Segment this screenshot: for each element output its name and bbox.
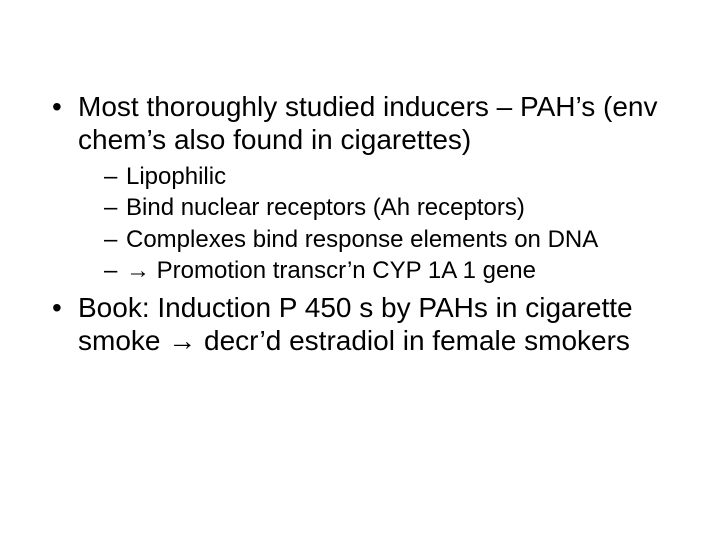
bullet-list-level2: Lipophilic Bind nuclear receptors (Ah re… xyxy=(78,162,670,285)
sub-bullet-text: Lipophilic xyxy=(126,163,226,190)
bullet-item: Book: Induction P 450 s by PAHs in cigar… xyxy=(50,291,670,357)
sub-bullet-text: → Promotion transcr’n CYP 1A 1 gene xyxy=(126,257,536,284)
sub-bullet-item: Bind nuclear receptors (Ah receptors) xyxy=(104,193,670,222)
bullet-text: Most thoroughly studied inducers – PAH’s… xyxy=(78,91,657,155)
bullet-text: Book: Induction P 450 s by PAHs in cigar… xyxy=(78,292,633,356)
sub-bullet-item: Complexes bind response elements on DNA xyxy=(104,225,670,254)
bullet-item: Most thoroughly studied inducers – PAH’s… xyxy=(50,90,670,285)
bullet-list-level1: Most thoroughly studied inducers – PAH’s… xyxy=(50,90,670,357)
slide: Most thoroughly studied inducers – PAH’s… xyxy=(0,0,720,540)
sub-bullet-item: Lipophilic xyxy=(104,162,670,191)
sub-bullet-text: Complexes bind response elements on DNA xyxy=(126,226,598,253)
sub-bullet-item: → Promotion transcr’n CYP 1A 1 gene xyxy=(104,256,670,285)
sub-bullet-text: Bind nuclear receptors (Ah receptors) xyxy=(126,194,525,221)
